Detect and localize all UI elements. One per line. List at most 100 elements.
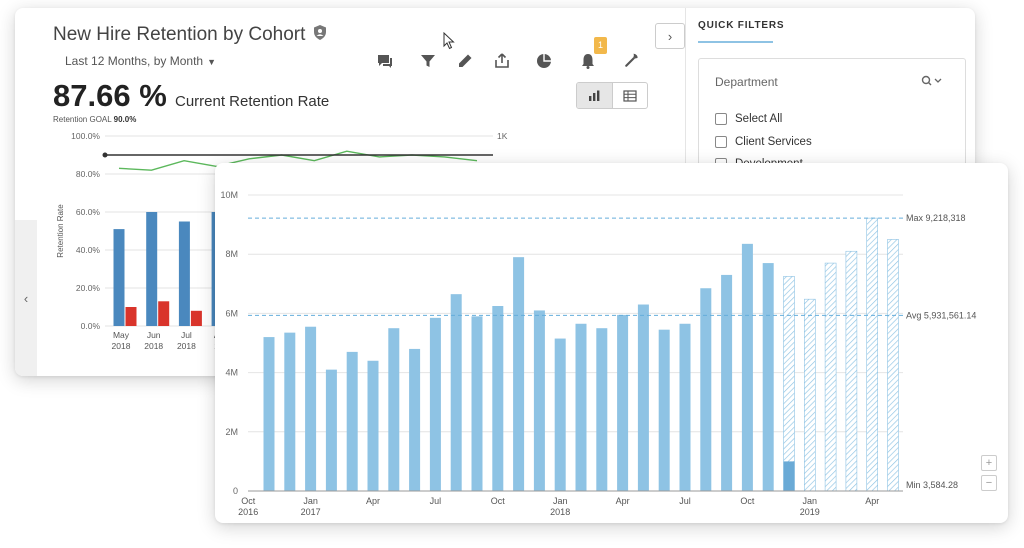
forecast-actual-bar (783, 461, 795, 491)
time-range-dropdown[interactable]: Last 12 Months, by Month ▼ (65, 54, 216, 68)
minus-icon: − (985, 477, 993, 489)
shield-icon[interactable] (313, 25, 327, 40)
bar (596, 328, 608, 491)
wrench-icon[interactable] (622, 52, 640, 70)
bar (700, 288, 712, 491)
collapse-panel-button[interactable]: › (655, 23, 685, 49)
y-tick-label: 4M (225, 368, 238, 378)
bar-chart-icon (589, 90, 600, 101)
option-label: Select All (735, 113, 783, 125)
bar (721, 274, 733, 491)
x-tick-year: 2016 (238, 507, 258, 517)
min-label: Min 3,584.28 (906, 480, 958, 490)
x-tick-label: Oct (491, 496, 506, 506)
x-tick-label: Jun (147, 330, 161, 340)
retention-bar (178, 221, 190, 326)
bar (263, 337, 275, 491)
x-tick-label: Jul (679, 496, 691, 506)
goal-line-marker (102, 152, 108, 158)
mouse-cursor-icon (443, 32, 455, 50)
forecast-bar (866, 217, 879, 492)
bar (492, 306, 504, 491)
monthly-value-chart-card: 10M 8M 6M 4M 2M 0 Max 9,218,318 Avg 5,931,561.1… (215, 163, 1008, 523)
chevron-right-icon: › (667, 28, 673, 44)
goal-value: 90.0% (113, 115, 137, 124)
bar (429, 317, 441, 491)
quick-filters-underline (698, 41, 773, 43)
pie-chart-icon[interactable] (535, 52, 553, 70)
x-tick-label: Jan (803, 496, 818, 506)
monthly-value-chart: 10M 8M 6M 4M 2M 0 Max 9,218,318 Avg 5,931,561.1… (220, 190, 976, 517)
bar (575, 323, 587, 491)
bar-chart-view-button[interactable] (577, 83, 613, 108)
x-tick-label: Oct (740, 496, 755, 506)
x-tick-label: Jan (303, 496, 318, 506)
client-services-checkbox[interactable]: Client Services (715, 136, 812, 148)
goal-indicator: Retention GOAL 90.0% (53, 115, 136, 124)
table-view-button[interactable] (613, 83, 648, 108)
x-tick-year: 2018 (112, 341, 131, 351)
y-tick-label: 20.0% (76, 283, 101, 293)
x-tick-year: 2018 (144, 341, 163, 351)
y-tick-label: 40.0% (76, 245, 101, 255)
y2-tick-label: 1K (497, 131, 508, 141)
select-all-checkbox[interactable]: Select All (715, 113, 782, 125)
zoom-in-button[interactable]: + (981, 455, 997, 471)
forecast-bar (824, 262, 837, 492)
bar (679, 323, 691, 491)
checkbox[interactable] (715, 136, 727, 148)
page-title: New Hire Retention by Cohort (53, 24, 306, 45)
bar (762, 263, 774, 491)
bar (471, 316, 483, 491)
search-icon (921, 75, 942, 86)
checkbox[interactable] (715, 113, 727, 125)
x-tick-label: Oct (241, 496, 256, 506)
bar (741, 243, 753, 491)
view-toggle (576, 82, 648, 109)
x-tick-label: May (113, 330, 130, 340)
bar (325, 369, 337, 491)
forecast-bar (887, 239, 899, 492)
filter-icon[interactable] (419, 52, 437, 70)
bar (554, 338, 566, 491)
attrition-bar (125, 307, 137, 326)
forecast-bar (803, 298, 816, 492)
bar (617, 314, 629, 491)
y-tick-label: 80.0% (76, 169, 101, 179)
chevron-left-icon: ‹ (23, 290, 29, 306)
y-axis-label: Retention Rate (56, 204, 65, 258)
bar (513, 257, 525, 491)
bar (305, 326, 317, 491)
retention-bar (113, 229, 125, 326)
x-tick-label: Apr (865, 496, 879, 506)
bar (367, 360, 379, 491)
bar (284, 332, 296, 491)
department-label: Department (715, 75, 778, 89)
x-tick-year: 2017 (301, 507, 321, 517)
x-tick-label: Jan (553, 496, 568, 506)
share-icon[interactable] (493, 52, 511, 70)
retention-bar (146, 212, 158, 326)
x-tick-label: Apr (616, 496, 630, 506)
bar (450, 294, 462, 491)
x-tick-label: Apr (366, 496, 380, 506)
chevron-down-icon: ▼ (207, 57, 216, 67)
forecast-bar (783, 276, 795, 492)
department-search-button[interactable] (921, 75, 943, 90)
notification-badge: 1 (594, 37, 607, 54)
option-label: Client Services (735, 136, 812, 148)
time-range-label: Last 12 Months, by Month (65, 54, 204, 68)
zoom-out-button[interactable]: − (981, 475, 997, 491)
bar (388, 328, 400, 491)
pencil-icon[interactable] (456, 52, 474, 70)
x-tick-year: 2018 (550, 507, 570, 517)
comment-icon[interactable] (376, 52, 394, 70)
previous-nav-button[interactable]: ‹ (15, 220, 37, 376)
bar (637, 304, 649, 491)
y-tick-label: 2M (225, 427, 238, 437)
y-tick-label: 100.0% (71, 131, 100, 141)
x-tick-year: 2018 (177, 341, 196, 351)
bell-icon[interactable] (579, 52, 597, 70)
forecast-bar (845, 250, 858, 492)
y-tick-label: 60.0% (76, 207, 101, 217)
